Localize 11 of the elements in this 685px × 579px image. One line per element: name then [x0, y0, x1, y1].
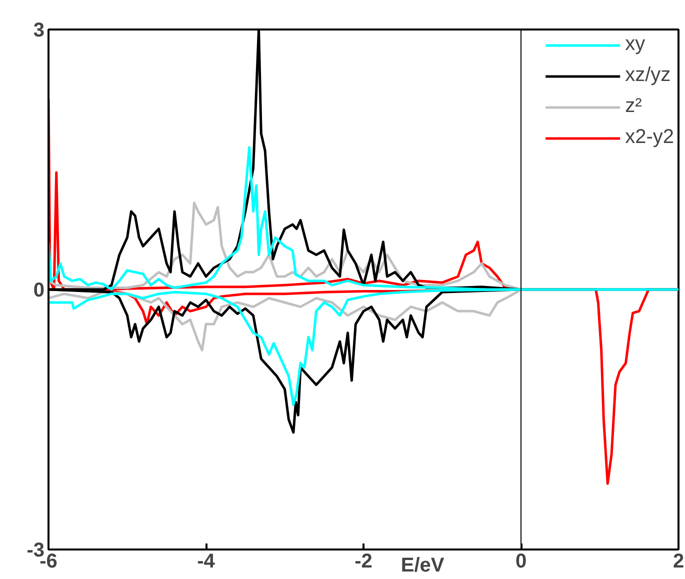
y-tick-label: 0: [33, 280, 44, 302]
legend-label: xy: [625, 33, 646, 56]
legend-label: x2-y2: [625, 126, 674, 149]
x-axis-title: E/eV: [400, 554, 445, 576]
x-tick-label: 0: [515, 550, 527, 572]
x-tick-label: -4: [197, 550, 216, 572]
y-tick-label: 3: [33, 20, 44, 42]
legend-label: z²: [625, 95, 643, 118]
x-tick-label: 2: [672, 550, 684, 572]
legend-label: xz/yz: [625, 64, 671, 87]
x-tick-label: -2: [354, 550, 372, 572]
